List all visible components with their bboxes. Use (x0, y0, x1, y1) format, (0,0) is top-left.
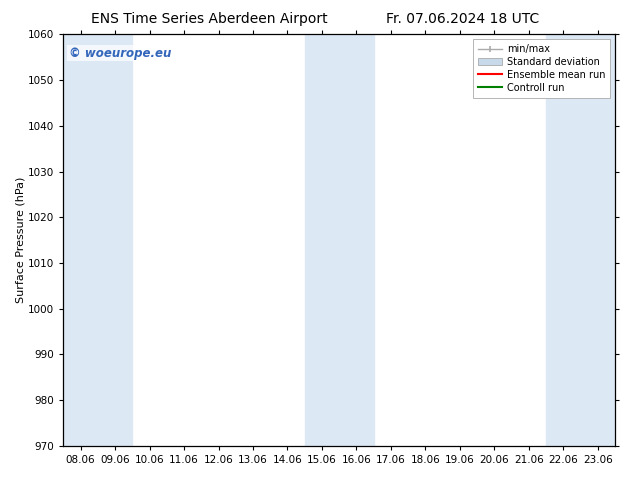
Bar (546, 34, 615, 446)
Text: Fr. 07.06.2024 18 UTC: Fr. 07.06.2024 18 UTC (386, 12, 540, 26)
Text: ENS Time Series Aberdeen Airport: ENS Time Series Aberdeen Airport (91, 12, 328, 26)
Legend: min/max, Standard deviation, Ensemble mean run, Controll run: min/max, Standard deviation, Ensemble me… (473, 39, 610, 98)
Text: © woeurope.eu: © woeurope.eu (69, 47, 171, 60)
Bar (63, 34, 133, 446)
Bar (305, 34, 373, 446)
Y-axis label: Surface Pressure (hPa): Surface Pressure (hPa) (15, 177, 25, 303)
